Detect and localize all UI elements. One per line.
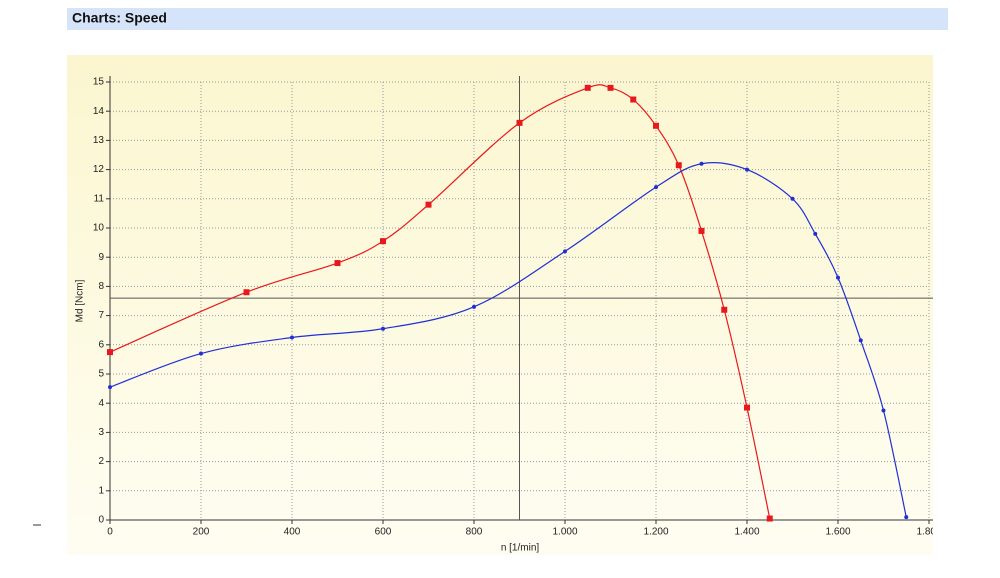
marker — [334, 260, 341, 267]
y-tick-label: 13 — [93, 135, 105, 146]
x-tick-label: 1.800 — [916, 527, 941, 538]
y-tick-label: 11 — [94, 193, 105, 204]
header-bar — [67, 8, 948, 30]
x-tick-label: 1.000 — [552, 527, 577, 538]
y-tick-label: 6 — [98, 339, 104, 350]
y-tick-label: 5 — [98, 369, 104, 380]
marker — [766, 515, 773, 522]
marker — [654, 185, 658, 190]
x-tick-label: 0 — [107, 527, 113, 538]
marker — [675, 162, 682, 169]
marker — [630, 96, 637, 103]
y-tick-label: 3 — [98, 427, 104, 438]
x-tick-label: 1.600 — [825, 527, 850, 538]
marker — [108, 385, 112, 390]
y-tick-label: 0 — [98, 515, 104, 526]
marker — [425, 201, 432, 208]
y-tick-label: 8 — [98, 281, 104, 292]
marker — [904, 515, 909, 520]
marker — [563, 249, 567, 254]
x-tick-label: 800 — [466, 527, 483, 538]
marker — [881, 408, 886, 413]
marker — [290, 335, 294, 340]
marker — [607, 84, 614, 91]
marker — [380, 238, 386, 245]
marker — [836, 275, 840, 280]
marker — [381, 326, 385, 331]
marker — [745, 167, 749, 172]
marker — [698, 227, 705, 234]
marker — [472, 304, 476, 309]
y-tick-label: 14 — [93, 106, 105, 117]
marker — [858, 338, 863, 343]
marker — [199, 351, 203, 356]
marker — [584, 84, 591, 91]
marker — [790, 196, 795, 201]
marker — [653, 122, 659, 129]
y-tick-label: 1 — [98, 485, 104, 496]
y-tick-label: 15 — [93, 77, 105, 88]
marker — [721, 306, 728, 313]
y-tick-label: 12 — [93, 164, 105, 175]
series-line — [109, 162, 907, 518]
y-tick-label: 10 — [93, 223, 105, 234]
marker — [813, 231, 818, 236]
chart-panel — [67, 55, 933, 555]
marker — [699, 161, 704, 166]
marker — [744, 404, 750, 411]
y-axis-label: Md [Ncm] — [75, 279, 86, 322]
y-tick-label: 7 — [98, 310, 104, 321]
x-tick-label: 400 — [284, 527, 301, 538]
x-axis-label: n [1/min] — [501, 543, 540, 554]
y-tick-label: 2 — [98, 456, 104, 467]
y-tick-label: 9 — [98, 252, 104, 263]
x-tick-label: 200 — [193, 527, 210, 538]
marker — [243, 289, 250, 296]
marker — [107, 349, 113, 356]
x-tick-label: 600 — [375, 527, 392, 538]
header-title: Charts: Speed — [72, 10, 167, 26]
marker — [516, 119, 523, 126]
x-tick-label: 1.200 — [643, 527, 668, 538]
y-tick-label: 4 — [98, 398, 104, 409]
x-tick-label: 1.400 — [734, 527, 759, 538]
